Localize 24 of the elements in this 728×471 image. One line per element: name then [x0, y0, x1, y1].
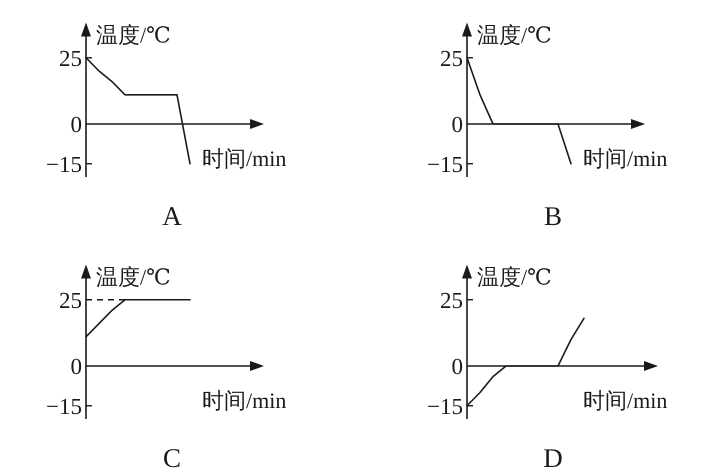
text: C — [162, 443, 182, 471]
y-tick-label: 25 — [440, 46, 463, 71]
y-tick-label: 25 — [59, 288, 82, 313]
y-axis-title: 温度/℃ — [96, 264, 171, 290]
y-tick-label: −15 — [427, 152, 463, 177]
y-tick-label: 25 — [59, 46, 82, 71]
y-tick-label: 0 — [452, 354, 463, 379]
y-tick-label: 0 — [70, 112, 82, 137]
y-tick-label: 0 — [452, 112, 463, 137]
text: D — [543, 443, 563, 471]
y-tick-label: −15 — [427, 394, 463, 419]
x-axis-title: 时间/min — [202, 146, 286, 171]
x-axis-title: 时间/min — [583, 146, 668, 171]
text: B — [544, 201, 562, 231]
y-tick-label: −15 — [46, 152, 82, 177]
x-axis-title: 时间/min — [583, 388, 668, 413]
y-axis-title: 温度/℃ — [477, 264, 552, 290]
y-axis-title: 温度/℃ — [477, 22, 552, 48]
text: A — [162, 201, 182, 231]
x-axis-title: 时间/min — [202, 388, 286, 413]
y-axis-title: 温度/℃ — [96, 22, 171, 48]
y-tick-label: −15 — [46, 394, 82, 419]
y-tick-label: 25 — [440, 288, 463, 313]
y-tick-label: 0 — [70, 354, 82, 379]
